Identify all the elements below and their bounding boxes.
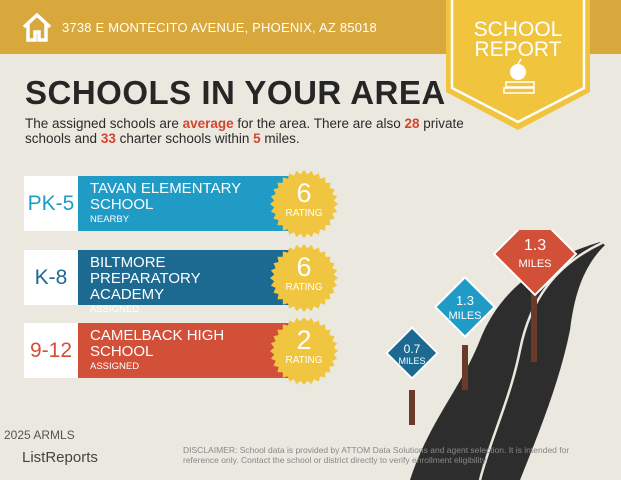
- road-illustration: 1.3 MILES 1.3 MILES 0.7 MILES: [385, 230, 605, 480]
- distance-sign: 1.3 MILES: [433, 275, 497, 339]
- school-type: NEARBY: [90, 214, 130, 225]
- page-title: SCHOOLS IN YOUR AREA: [25, 74, 446, 111]
- seal-shape: [270, 244, 338, 312]
- svg-text:MILES: MILES: [448, 310, 481, 322]
- school-type: ASSIGNED: [90, 361, 140, 372]
- watermark: 2025 ARMLS: [4, 428, 75, 442]
- school-type: ASSIGNED: [90, 304, 140, 315]
- rating-seal: 6 RATING: [270, 244, 338, 312]
- school-info: CAMELBACK HIGH SCHOOL ASSIGNED: [78, 323, 308, 378]
- seal-shape: [270, 317, 338, 385]
- badge-title: SCHOOL REPORT: [473, 18, 563, 61]
- school-info: TAVAN ELEMENTARY SCHOOL NEARBY: [78, 176, 308, 231]
- svg-text:MILES: MILES: [398, 356, 425, 366]
- svg-text:1.3: 1.3: [524, 237, 546, 254]
- distance-sign: 0.7 MILES: [385, 326, 439, 380]
- distance-sign: 1.3 MILES: [492, 230, 578, 297]
- school-report-badge: [446, 0, 590, 130]
- apple-on-books-icon: [503, 58, 535, 94]
- school-row[interactable]: PK-5 TAVAN ELEMENTARY SCHOOL NEARBY: [24, 176, 308, 231]
- school-name: BILTMORE PREPARATORY ACADEMY: [90, 254, 201, 303]
- grade-range: PK-5: [24, 176, 78, 231]
- rating-seal: 6 RATING: [270, 170, 338, 238]
- svg-text:1.3: 1.3: [456, 293, 474, 308]
- house-icon: [22, 12, 52, 42]
- school-info: BILTMORE PREPARATORY ACADEMY ASSIGNED: [78, 250, 308, 315]
- school-row[interactable]: 9-12 CAMELBACK HIGH SCHOOL ASSIGNED: [24, 323, 308, 378]
- property-address: 3738 E MONTECITO AVENUE, PHOENIX, AZ 850…: [62, 20, 377, 35]
- summary-text: The assigned schools are average for the…: [25, 116, 464, 146]
- grade-range: 9-12: [24, 323, 78, 378]
- seal-shape: [270, 170, 338, 238]
- school-name: CAMELBACK HIGH SCHOOL: [90, 327, 225, 360]
- disclaimer: DISCLAIMER: School data is provided by A…: [183, 445, 570, 465]
- svg-text:0.7: 0.7: [404, 342, 421, 356]
- school-name: TAVAN ELEMENTARY SCHOOL: [90, 180, 241, 213]
- school-row[interactable]: K-8 BILTMORE PREPARATORY ACADEMY ASSIGNED: [24, 250, 308, 315]
- svg-text:MILES: MILES: [518, 258, 551, 270]
- grade-range: K-8: [24, 250, 78, 305]
- listreports-logo: ListReports: [22, 449, 98, 466]
- rating-seal: 2 RATING: [270, 317, 338, 385]
